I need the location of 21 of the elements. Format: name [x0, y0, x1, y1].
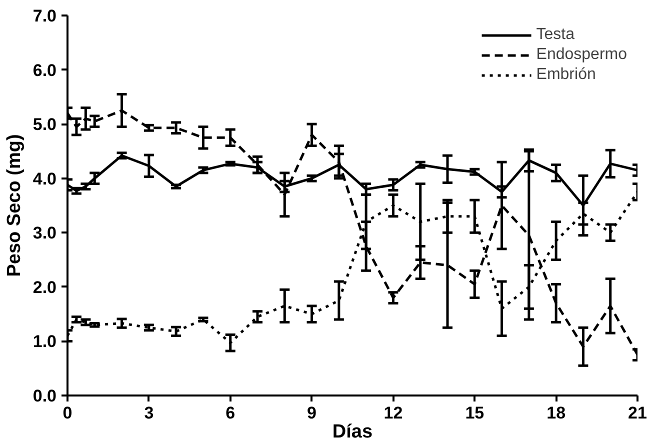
y-tick-label: 3.0 [32, 224, 57, 243]
x-tick-label: 18 [546, 404, 566, 422]
y-tick-label: 4.0 [32, 169, 57, 188]
y-tick-label: 2.0 [32, 278, 57, 297]
x-tick-label: 12 [384, 404, 403, 422]
legend-label: Embrión [536, 66, 596, 84]
x-tick-label: 21 [628, 404, 647, 422]
y-tick-label: 0.0 [32, 386, 57, 406]
legend-label: Endospermo [536, 46, 627, 64]
legend-label: Testa [536, 26, 575, 44]
x-tick-label: 9 [307, 404, 317, 422]
x-axis-title: Días [332, 422, 373, 442]
y-tick-label: 1.0 [32, 332, 57, 352]
y-axis-title: Peso Seco (mg) [4, 134, 25, 277]
y-tick-label: 7.0 [32, 6, 57, 26]
x-tick-label: 6 [226, 404, 236, 422]
y-tick-label: 5.0 [32, 115, 57, 134]
y-tick-label: 6.0 [32, 60, 57, 80]
x-tick-label: 3 [144, 404, 154, 422]
x-tick-label: 0 [62, 404, 72, 422]
x-tick-label: 15 [465, 404, 484, 422]
